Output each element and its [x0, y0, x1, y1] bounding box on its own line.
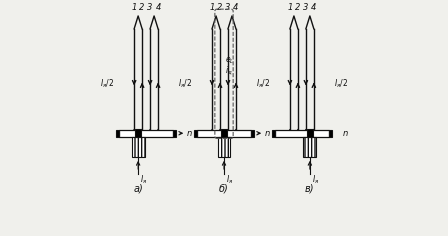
Text: 3: 3: [147, 4, 153, 13]
Bar: [135, 129, 141, 137]
Text: 2: 2: [217, 4, 223, 13]
Bar: [303, 137, 316, 157]
Text: $I_я/2$: $I_я/2$: [256, 78, 270, 90]
Bar: [173, 130, 176, 137]
Text: 4: 4: [311, 4, 317, 13]
Text: 4: 4: [155, 4, 161, 13]
Bar: [275, 130, 329, 137]
Text: б): б): [219, 184, 229, 194]
Bar: [251, 130, 254, 137]
Bar: [329, 130, 332, 137]
Text: а): а): [133, 184, 143, 194]
Bar: [272, 130, 275, 137]
Bar: [116, 130, 119, 137]
Text: n: n: [187, 129, 193, 138]
Text: $e_L$: $e_L$: [225, 55, 234, 66]
Text: $I_я$: $I_я$: [140, 173, 147, 186]
Bar: [194, 130, 197, 137]
Bar: [119, 130, 173, 137]
Text: 2: 2: [139, 4, 145, 13]
Text: 2: 2: [295, 4, 301, 13]
Text: $i_д$: $i_д$: [225, 65, 233, 77]
Text: $I_я/2$: $I_я/2$: [178, 78, 192, 90]
Text: n: n: [265, 129, 270, 138]
Text: $I_я/2$: $I_я/2$: [334, 78, 348, 90]
Bar: [197, 130, 251, 137]
Text: 1: 1: [287, 4, 293, 13]
Text: $I_я$: $I_я$: [312, 173, 319, 186]
Text: 3: 3: [225, 4, 231, 13]
Text: $I_я/2$: $I_я/2$: [100, 78, 114, 90]
Text: 1: 1: [209, 4, 215, 13]
Text: 4: 4: [233, 4, 239, 13]
Bar: [307, 129, 313, 137]
Bar: [132, 137, 145, 157]
Text: в): в): [305, 184, 314, 194]
Bar: [221, 129, 227, 137]
Text: 1: 1: [131, 4, 137, 13]
Text: 3: 3: [303, 4, 309, 13]
Text: $I_я$: $I_я$: [226, 173, 233, 186]
Bar: [218, 137, 230, 157]
Text: n: n: [343, 129, 348, 138]
